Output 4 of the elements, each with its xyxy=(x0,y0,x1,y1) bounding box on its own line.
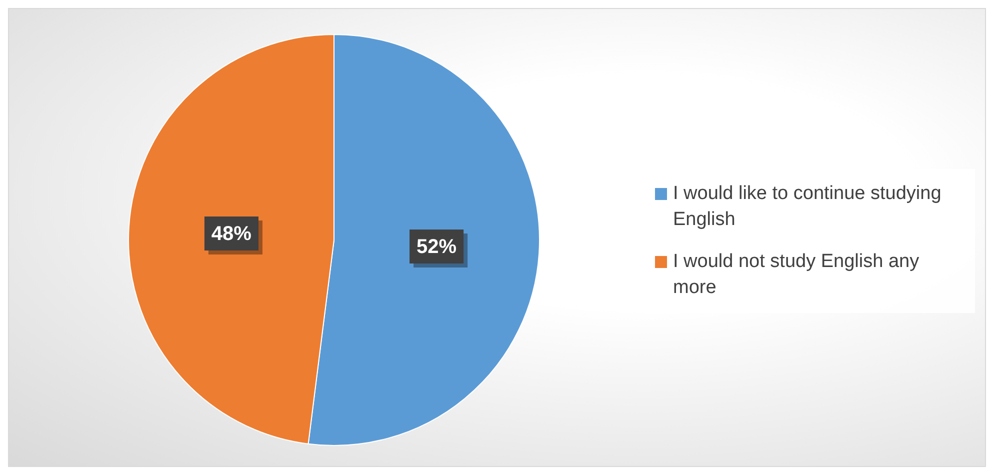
data-label: 48% xyxy=(211,223,252,246)
legend-label: I would like to continue studying English xyxy=(673,182,942,232)
legend-label: I would not study English any more xyxy=(673,250,920,300)
data-label: 52% xyxy=(416,236,457,258)
